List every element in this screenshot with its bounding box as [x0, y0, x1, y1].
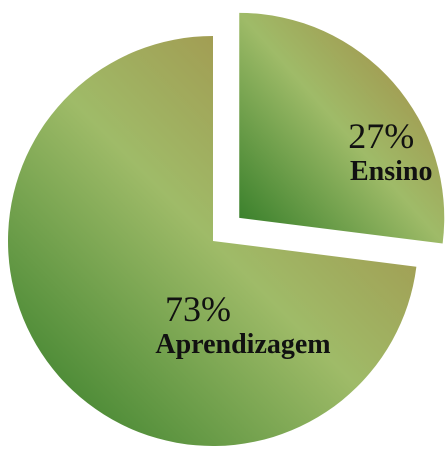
data-label: 73% [165, 289, 231, 329]
pie-slice [8, 36, 417, 446]
slice-label: Ensino [350, 156, 433, 187]
pie-slice [239, 12, 445, 244]
data-label: 27% [348, 116, 414, 156]
slice-label: Aprendizagem [155, 329, 330, 360]
